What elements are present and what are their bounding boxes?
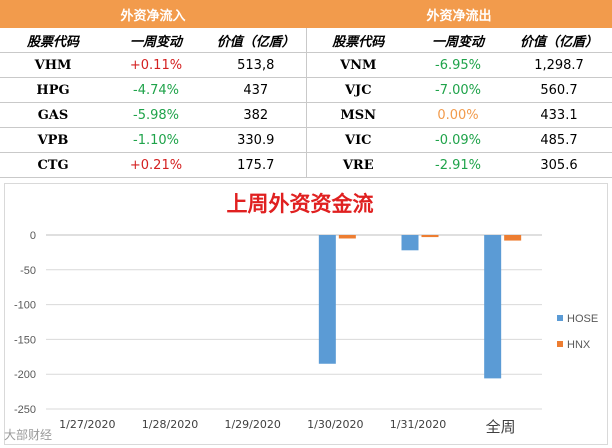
bar-hnx xyxy=(421,235,439,238)
y-tick-label: -250 xyxy=(14,404,36,416)
outflow-col-code: 股票代码 xyxy=(305,28,410,53)
inflow-value: 513,8 xyxy=(206,52,306,78)
fund-flow-chart: 0 -50 -100 -150 -200 -250 1/27/2020 1/28/2020 1/… xyxy=(14,230,598,436)
inflow-value: 437 xyxy=(206,77,306,103)
outflow-code: MSN xyxy=(305,102,410,128)
inflow-code: CTG xyxy=(0,152,106,178)
x-tick-label: 1/28/2020 xyxy=(142,418,198,431)
y-tick-label: -200 xyxy=(14,369,36,381)
inflow-value: 175.7 xyxy=(206,152,306,178)
legend-label-hnx: HNX xyxy=(567,339,591,351)
x-tick-label: 1/27/2020 xyxy=(59,418,115,431)
x-tick-label: 1/30/2020 xyxy=(307,418,363,431)
outflow-code: VIC xyxy=(305,127,410,153)
inflow-col-code: 股票代码 xyxy=(0,28,106,53)
outflow-col-value: 价值（亿盾） xyxy=(506,28,612,53)
inflow-col-change: 一周变动 xyxy=(106,28,206,53)
inflow-change: -4.74% xyxy=(106,77,206,103)
bar-hnx xyxy=(338,235,356,239)
bar-hose xyxy=(401,235,419,251)
table-row: HPG -4.74% 437 VJC -7.00% 560.7 xyxy=(0,77,612,103)
inflow-change: +0.11% xyxy=(106,52,206,78)
inflow-code: GAS xyxy=(0,102,106,128)
table-row: GAS -5.98% 382 MSN 0.00% 433.1 xyxy=(0,102,612,128)
y-tick-label: -50 xyxy=(20,265,36,277)
outflow-value: 1,298.7 xyxy=(506,52,612,78)
watermark-text: 大部财经 xyxy=(4,428,53,442)
inflow-change: +0.21% xyxy=(106,152,206,178)
column-header-row: 股票代码 一周变动 价值（亿盾） 股票代码 一周变动 价值（亿盾） xyxy=(0,28,612,53)
section-header-row: 外资净流入 外资净流出 xyxy=(0,0,612,28)
outflow-col-change: 一周变动 xyxy=(410,28,506,53)
bar-hnx xyxy=(504,235,522,241)
legend-swatch-hose xyxy=(557,315,563,321)
outflow-value: 485.7 xyxy=(506,127,612,153)
x-tick-label: 1/31/2020 xyxy=(390,418,446,431)
inflow-code: VPB xyxy=(0,127,106,153)
outflow-change: 0.00% xyxy=(410,102,506,128)
outflow-code: VJC xyxy=(305,77,410,103)
table-row: VPB -1.10% 330.9 VIC -0.09% 485.7 xyxy=(0,127,612,153)
outflow-change: -0.09% xyxy=(410,127,506,153)
inflow-value: 382 xyxy=(206,102,306,128)
y-tick-label: -100 xyxy=(14,300,36,312)
y-tick-label: 0 xyxy=(30,230,36,242)
bar-hose xyxy=(484,235,502,379)
legend-swatch-hnx xyxy=(557,341,563,347)
outflow-change: -7.00% xyxy=(410,77,506,103)
chart-title: 上周外资资金流 xyxy=(226,191,374,216)
x-tick-label: 全周 xyxy=(486,418,516,436)
table-row: CTG +0.21% 175.7 VRE -2.91% 305.6 xyxy=(0,152,612,178)
inflow-code: HPG xyxy=(0,77,106,103)
outflow-value: 305.6 xyxy=(506,152,612,178)
table-row: VHM +0.11% 513,8 VNM -6.95% 1,298.7 xyxy=(0,52,612,78)
outflow-code: VRE xyxy=(305,152,410,178)
x-tick-label: 1/29/2020 xyxy=(224,418,280,431)
inflow-change: -1.10% xyxy=(106,127,206,153)
outflow-value: 433.1 xyxy=(506,102,612,128)
inflow-change: -5.98% xyxy=(106,102,206,128)
chart-frame xyxy=(4,183,608,445)
bar-hose xyxy=(318,235,336,364)
outflow-value: 560.7 xyxy=(506,77,612,103)
outflow-section-title: 外资净流出 xyxy=(306,0,612,28)
outflow-change: -2.91% xyxy=(410,152,506,178)
foreign-flow-table: 外资净流入 外资净流出 股票代码 一周变动 价值（亿盾） 股票代码 一周变动 价… xyxy=(0,0,612,178)
inflow-code: VHM xyxy=(0,52,106,78)
inflow-section-title: 外资净流入 xyxy=(0,0,306,28)
y-tick-label: -150 xyxy=(14,334,36,346)
outflow-change: -6.95% xyxy=(410,52,506,78)
outflow-code: VNM xyxy=(305,52,410,78)
inflow-col-value: 价值（亿盾） xyxy=(206,28,306,53)
legend-label-hose: HOSE xyxy=(567,313,598,325)
inflow-value: 330.9 xyxy=(206,127,306,153)
